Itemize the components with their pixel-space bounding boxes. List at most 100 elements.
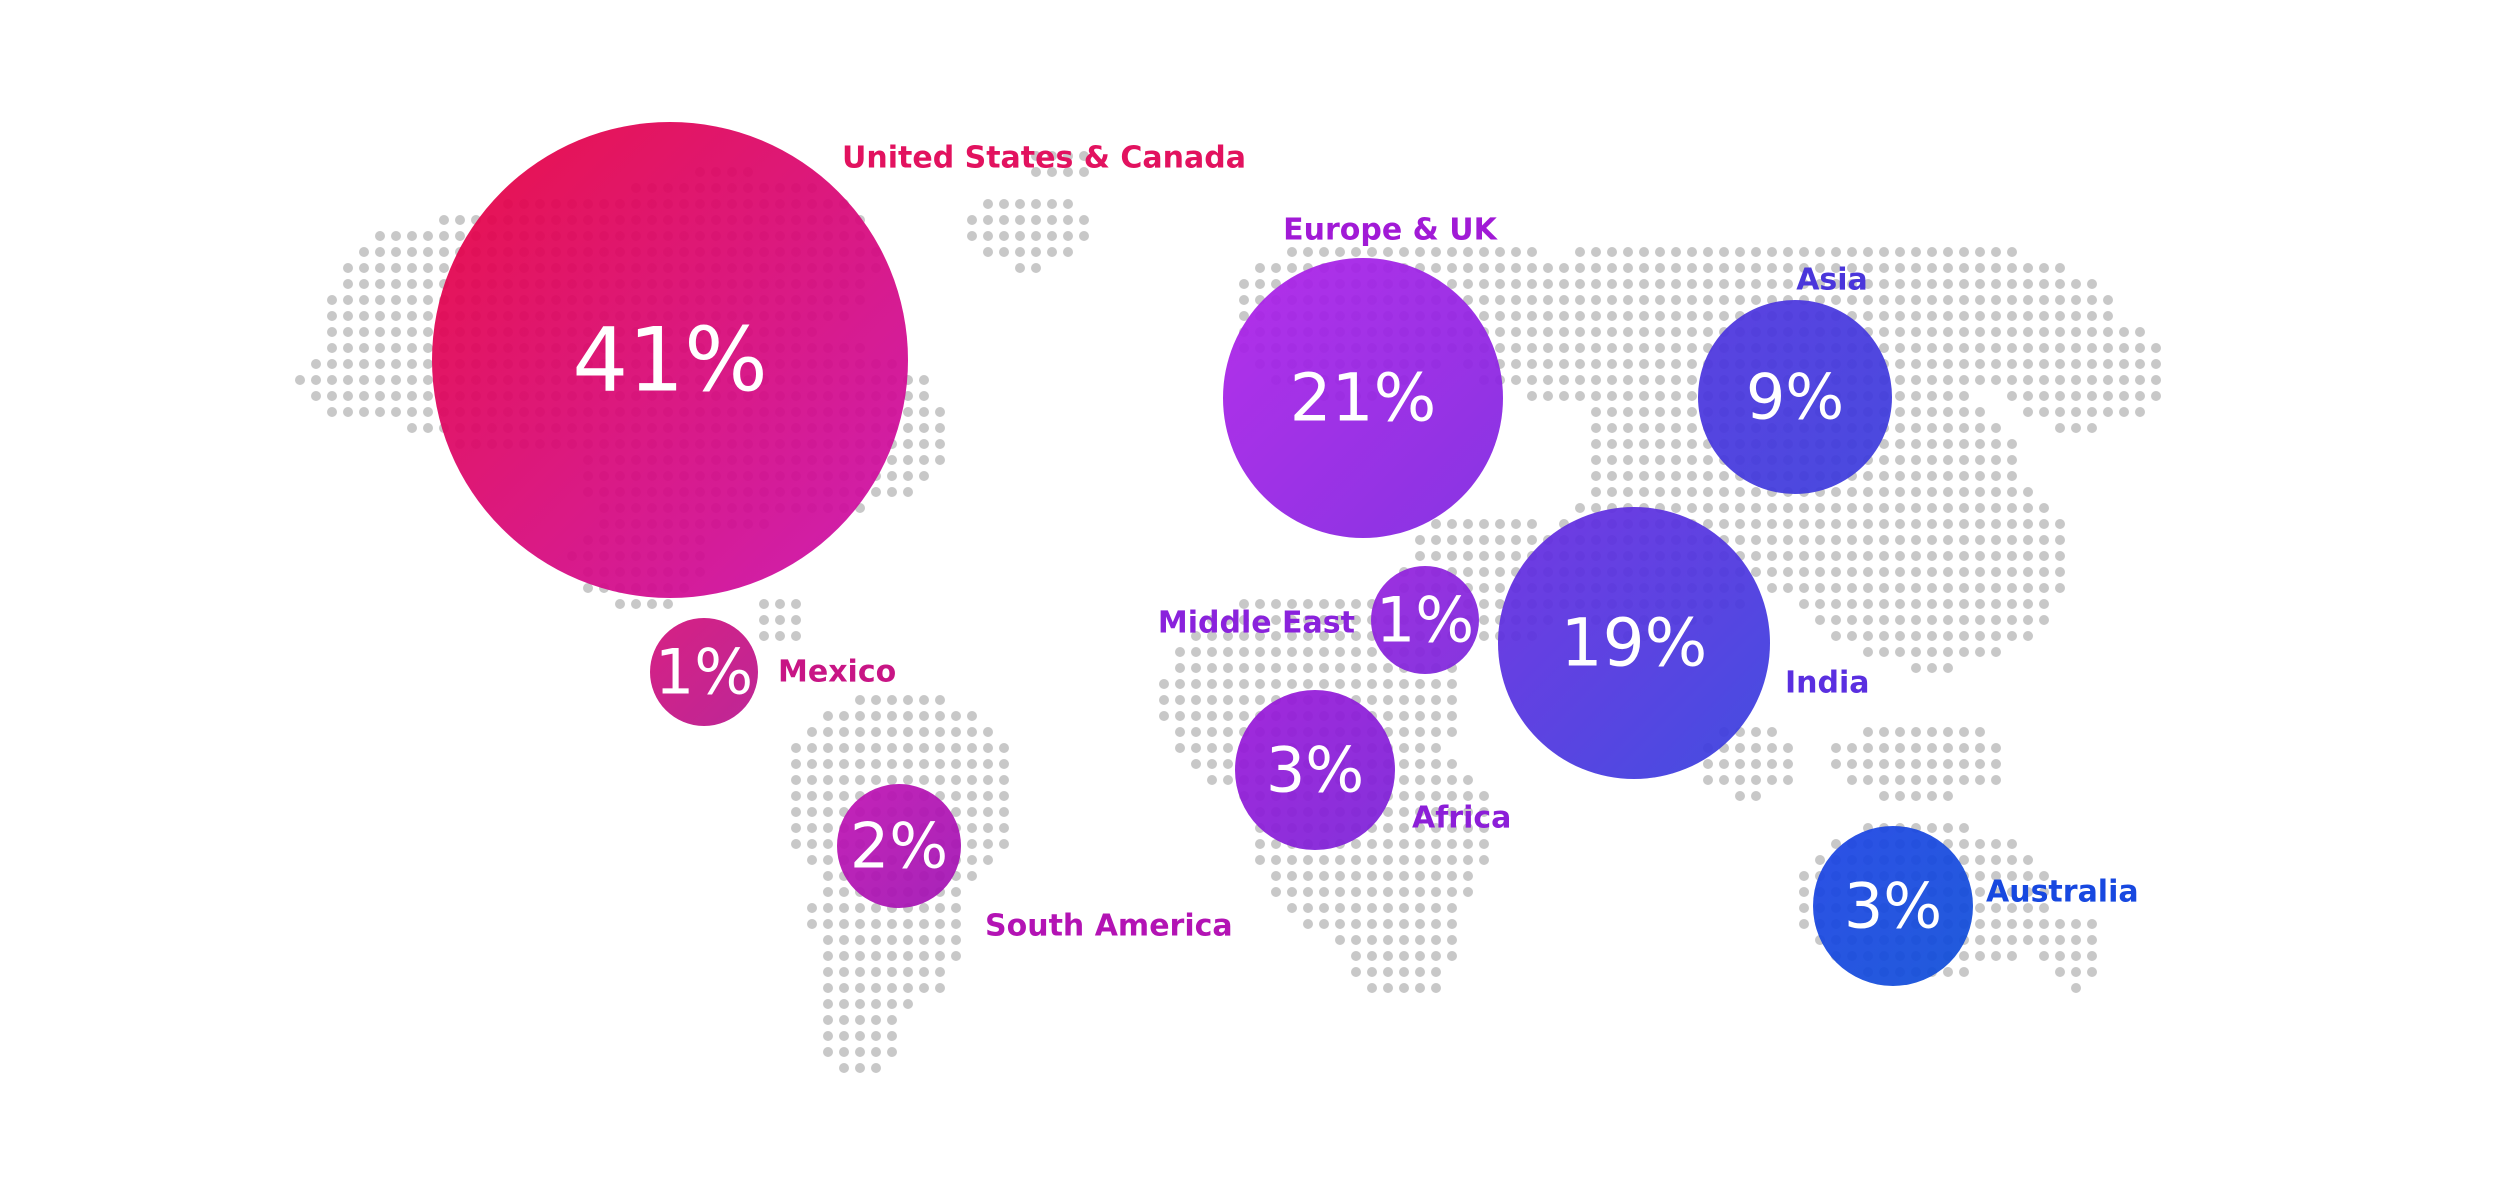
map-dot <box>1031 215 1041 225</box>
map-dot <box>1943 391 1953 401</box>
map-dot <box>855 999 865 1009</box>
map-dot <box>999 215 1009 225</box>
map-dot <box>1991 247 2001 257</box>
map-dot <box>1847 615 1857 625</box>
map-dot <box>1895 503 1905 513</box>
map-dot <box>1367 887 1377 897</box>
map-dot <box>839 791 849 801</box>
map-dot <box>1991 439 2001 449</box>
map-dot <box>2055 535 2065 545</box>
map-dot <box>1447 903 1457 913</box>
map-dot <box>1207 615 1217 625</box>
map-dot <box>1911 663 1921 673</box>
map-dot <box>1479 519 1489 529</box>
map-dot <box>871 1063 881 1073</box>
map-dot <box>1495 583 1505 593</box>
map-dot <box>1415 951 1425 961</box>
bubble-south-america <box>837 784 961 908</box>
map-dot <box>2087 311 2097 321</box>
map-dot <box>887 759 897 769</box>
map-dot <box>1431 983 1441 993</box>
map-dot <box>1479 551 1489 561</box>
map-dot <box>919 391 929 401</box>
map-dot <box>1607 407 1617 417</box>
map-dot <box>1239 695 1249 705</box>
map-dot <box>2023 391 2033 401</box>
map-dot <box>1591 247 1601 257</box>
map-dot <box>935 775 945 785</box>
map-dot <box>1303 855 1313 865</box>
map-dot <box>1991 471 2001 481</box>
map-dot <box>1911 647 1921 657</box>
map-dot <box>2023 919 2033 929</box>
map-dot <box>1671 423 1681 433</box>
map-dot <box>1943 775 1953 785</box>
map-dot <box>343 327 353 337</box>
map-dot <box>775 615 785 625</box>
map-dot <box>1959 855 1969 865</box>
map-dot <box>1447 535 1457 545</box>
map-dot <box>1815 295 1825 305</box>
map-dot <box>1223 711 1233 721</box>
map-dot <box>1831 631 1841 641</box>
map-dot <box>1879 647 1889 657</box>
map-dot <box>1367 951 1377 961</box>
map-dot <box>1399 679 1409 689</box>
map-dot <box>1415 903 1425 913</box>
map-dot <box>1879 583 1889 593</box>
map-dot <box>855 711 865 721</box>
map-dot <box>1623 279 1633 289</box>
map-dot <box>1607 327 1617 337</box>
map-dot <box>1239 631 1249 641</box>
map-dot <box>1239 615 1249 625</box>
map-dot <box>1047 247 1057 257</box>
map-dot <box>1735 279 1745 289</box>
map-dot <box>2039 871 2049 881</box>
map-dot <box>1911 583 1921 593</box>
map-dot <box>1767 535 1777 545</box>
map-dot <box>1959 759 1969 769</box>
map-dot <box>919 903 929 913</box>
map-dot <box>1543 279 1553 289</box>
map-dot <box>903 775 913 785</box>
map-dot <box>1447 551 1457 561</box>
map-dot <box>1319 903 1329 913</box>
region-asia: 9% Asia <box>1698 263 1892 494</box>
map-dot <box>1527 535 1537 545</box>
map-dot <box>1415 935 1425 945</box>
map-dot <box>903 407 913 417</box>
map-dot <box>1975 599 1985 609</box>
map-dot <box>983 791 993 801</box>
map-dot <box>1671 311 1681 321</box>
region-africa: 3% Africa <box>1235 690 1511 850</box>
map-dot <box>1335 679 1345 689</box>
map-dot <box>327 343 337 353</box>
map-dot <box>1671 407 1681 417</box>
map-dot <box>1959 503 1969 513</box>
map-dot <box>407 311 417 321</box>
map-dot <box>343 343 353 353</box>
map-dot <box>2007 567 2017 577</box>
map-dot <box>1831 551 1841 561</box>
map-dot <box>1575 375 1585 385</box>
map-dot <box>2023 263 2033 273</box>
map-dot <box>1831 247 1841 257</box>
map-dot <box>375 343 385 353</box>
map-dot <box>2039 311 2049 321</box>
map-dot <box>391 391 401 401</box>
bubble-india <box>1498 507 1770 779</box>
map-dot <box>1687 471 1697 481</box>
map-dot <box>1399 935 1409 945</box>
map-dot <box>1463 247 1473 257</box>
map-dot <box>855 919 865 929</box>
map-dot <box>871 1047 881 1057</box>
map-dot <box>2023 567 2033 577</box>
map-dot <box>2039 887 2049 897</box>
map-dot <box>1735 503 1745 513</box>
map-dot <box>1607 295 1617 305</box>
map-dot <box>327 295 337 305</box>
map-dot <box>1415 695 1425 705</box>
map-dot <box>1895 311 1905 321</box>
map-dot <box>1047 231 1057 241</box>
map-dot <box>1255 855 1265 865</box>
